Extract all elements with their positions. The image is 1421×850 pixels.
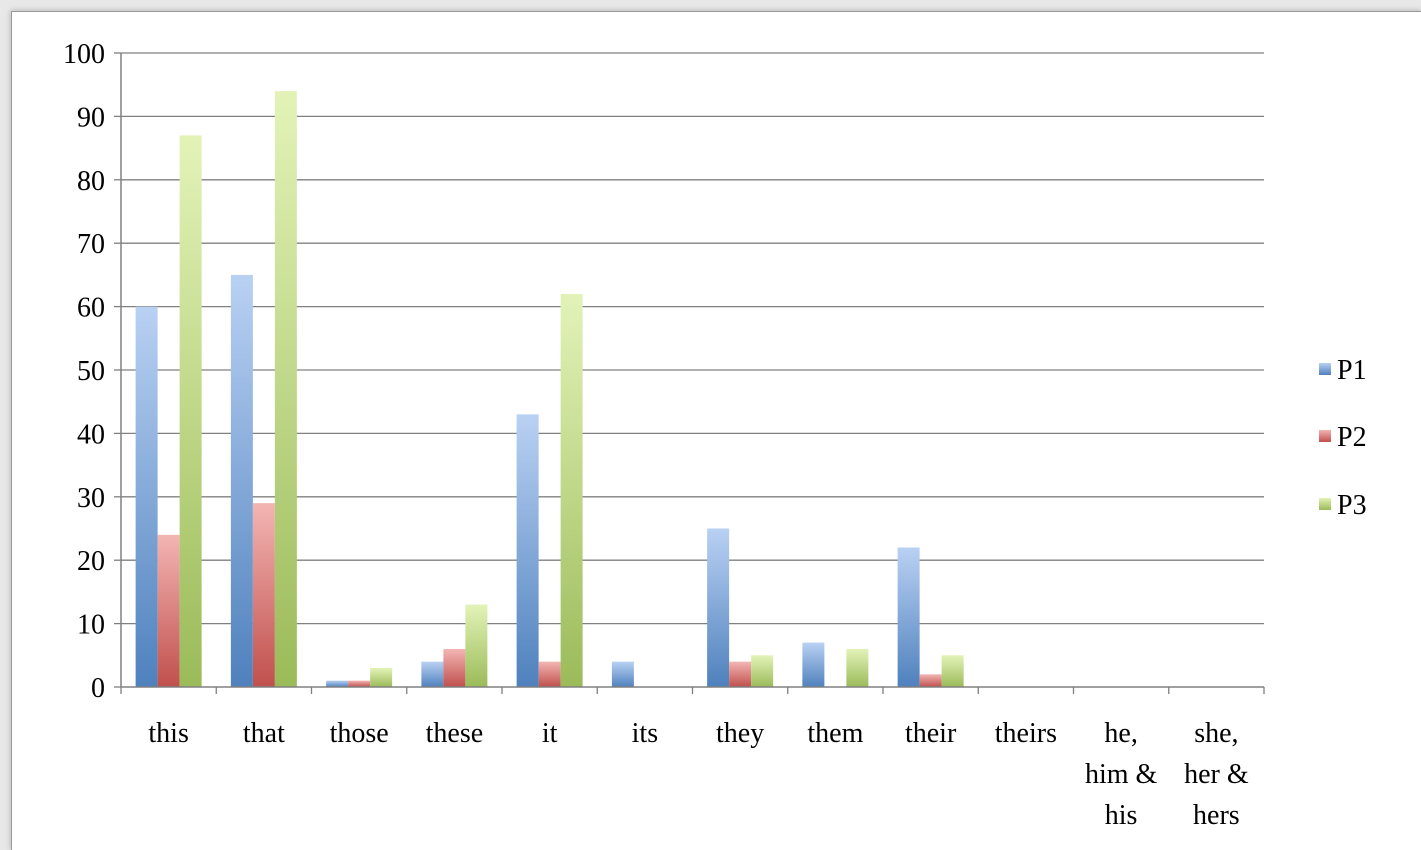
bar-p3-3 xyxy=(465,604,488,687)
bar-p2-3 xyxy=(443,648,466,687)
x-tick-label: it xyxy=(542,718,558,749)
labels: 0 10 20 30 40 50 60 70 80 90 100 this that those these… xyxy=(63,39,1249,831)
bar-p3-7 xyxy=(846,648,869,687)
y-tick-label: 70 xyxy=(77,229,105,260)
legend-label-p2: P2 xyxy=(1337,422,1367,453)
bar-p2-4 xyxy=(538,661,561,687)
x-tick-label: she, xyxy=(1194,718,1238,749)
y-tick-label: 40 xyxy=(77,419,105,450)
gridlines xyxy=(121,52,1264,625)
x-tick-label: him & xyxy=(1085,759,1158,790)
bar-p1-5 xyxy=(611,661,634,687)
legend-swatch-p2 xyxy=(1319,430,1331,442)
x-tick-label: her & xyxy=(1184,759,1249,790)
bars xyxy=(135,91,964,688)
y-tick-label: 10 xyxy=(77,610,105,641)
bar-p1-6 xyxy=(707,528,730,687)
bar-p1-7 xyxy=(802,642,825,687)
x-tick-label: these xyxy=(426,718,484,749)
axes xyxy=(114,52,1265,694)
bar-p3-2 xyxy=(370,667,393,687)
x-tick-label: them xyxy=(807,718,863,749)
x-tick-label: their xyxy=(905,718,957,749)
bar-p3-0 xyxy=(179,135,202,688)
x-tick-label: theirs xyxy=(995,718,1057,749)
y-tick-label: 30 xyxy=(77,483,105,514)
y-tick-label: 20 xyxy=(77,546,105,577)
x-tick-label: those xyxy=(330,718,389,749)
y-tick-label: 50 xyxy=(77,356,105,387)
x-tick-label: its xyxy=(632,718,658,749)
legend-swatch-p3 xyxy=(1319,498,1331,510)
x-tick-label: they xyxy=(716,718,764,749)
legend-swatch-p1 xyxy=(1319,363,1331,375)
x-tick-label: his xyxy=(1105,800,1138,831)
bar-p2-2 xyxy=(348,680,371,687)
chart-frame: 0 10 20 30 40 50 60 70 80 90 100 this that those these… xyxy=(11,11,1421,850)
bar-p3-8 xyxy=(941,655,964,687)
legend-label-p1: P1 xyxy=(1337,355,1367,386)
bar-p1-3 xyxy=(421,661,444,687)
x-tick-label: that xyxy=(243,718,285,749)
bar-p2-8 xyxy=(919,674,942,687)
bar-p1-0 xyxy=(135,306,158,687)
bar-chart: 0 10 20 30 40 50 60 70 80 90 100 this that those these… xyxy=(63,39,1367,831)
bar-p1-2 xyxy=(326,680,349,687)
y-tick-label: 60 xyxy=(77,293,105,324)
y-tick-label: 100 xyxy=(63,39,105,70)
legend: P1 P2 P3 xyxy=(1319,355,1367,521)
y-tick-label: 0 xyxy=(91,673,105,704)
legend-label-p3: P3 xyxy=(1337,490,1367,521)
bar-p1-8 xyxy=(897,547,920,687)
y-tick-label: 90 xyxy=(77,102,105,133)
bar-p3-6 xyxy=(751,655,774,687)
bar-p3-4 xyxy=(560,293,583,687)
bar-p1-1 xyxy=(230,274,253,687)
bar-p1-4 xyxy=(516,414,539,687)
bar-p3-1 xyxy=(274,91,297,688)
y-tick-label: 80 xyxy=(77,166,105,197)
x-tick-label: hers xyxy=(1193,800,1240,831)
bar-p2-1 xyxy=(252,503,275,687)
x-tick-label: he, xyxy=(1104,718,1137,749)
bar-p2-6 xyxy=(729,661,752,687)
x-tick-label: this xyxy=(148,718,188,749)
bar-p2-0 xyxy=(157,534,180,687)
